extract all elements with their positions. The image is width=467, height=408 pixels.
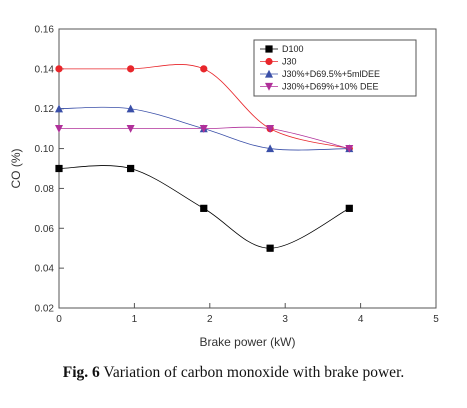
x-tick-label: 5 — [433, 314, 439, 325]
y-axis-ticks: 0.02 0.04 0.06 0.08 0.10 0.12 0.14 0.16 — [35, 25, 64, 315]
legend-entry-label: J30%+D69%+10% DEE — [282, 82, 379, 92]
legend-marker — [265, 69, 273, 78]
data-point — [55, 164, 63, 173]
x-tick-label: 3 — [282, 314, 288, 325]
data-point — [266, 244, 274, 252]
x-axis-title: Brake power (kW) — [199, 335, 295, 349]
y-tick-label: 0.06 — [35, 224, 55, 235]
data-point — [55, 65, 63, 73]
data-point — [127, 65, 135, 73]
data-point — [55, 104, 63, 113]
figure-caption: Fig. 6 Variation of carbon monoxide with… — [0, 364, 467, 382]
legend-box — [253, 39, 417, 97]
y-tick-label: 0.16 — [35, 25, 55, 36]
data-point — [126, 125, 135, 133]
series-4 — [55, 125, 354, 153]
x-tick-label: 0 — [56, 314, 62, 325]
legend-entry-label: J30 — [282, 57, 297, 67]
y-axis-title: CO (%) — [9, 149, 23, 189]
legend: D100 J30 J30%+D69.5%+5mlDEE J30%+D69%+10% D… — [253, 39, 417, 97]
legend-entry-label: D100 — [282, 44, 304, 54]
data-point — [200, 204, 208, 212]
data-point — [266, 144, 275, 153]
y-tick-label: 0.02 — [35, 304, 55, 315]
data-point — [200, 65, 208, 73]
data-point — [55, 125, 63, 133]
data-point — [345, 204, 353, 212]
y-tick-label: 0.10 — [35, 144, 55, 155]
legend-entry-label: J30%+D69.5%+5mlDEE — [282, 69, 380, 79]
series-1 — [55, 164, 353, 252]
figure-caption-text: Variation of carbon monoxide with brake … — [103, 364, 405, 381]
data-point — [266, 125, 275, 133]
legend-marker — [265, 45, 273, 53]
x-tick-label: 4 — [358, 314, 364, 325]
y-tick-label: 0.14 — [35, 64, 55, 75]
y-tick-label: 0.08 — [35, 184, 55, 195]
legend-marker — [265, 82, 273, 91]
data-point — [127, 164, 135, 173]
figure-caption-label: Fig. 6 — [62, 364, 100, 381]
x-tick-label: 2 — [207, 314, 213, 325]
x-axis-ticks: 0 1 2 3 4 5 — [56, 303, 439, 325]
y-tick-label: 0.12 — [35, 104, 55, 115]
series-layer — [55, 64, 354, 252]
data-point — [126, 104, 135, 113]
data-point — [345, 144, 354, 153]
y-tick-label: 0.04 — [35, 264, 55, 275]
legend-marker — [265, 57, 273, 66]
data-point — [199, 125, 208, 133]
x-tick-label: 1 — [132, 314, 138, 325]
